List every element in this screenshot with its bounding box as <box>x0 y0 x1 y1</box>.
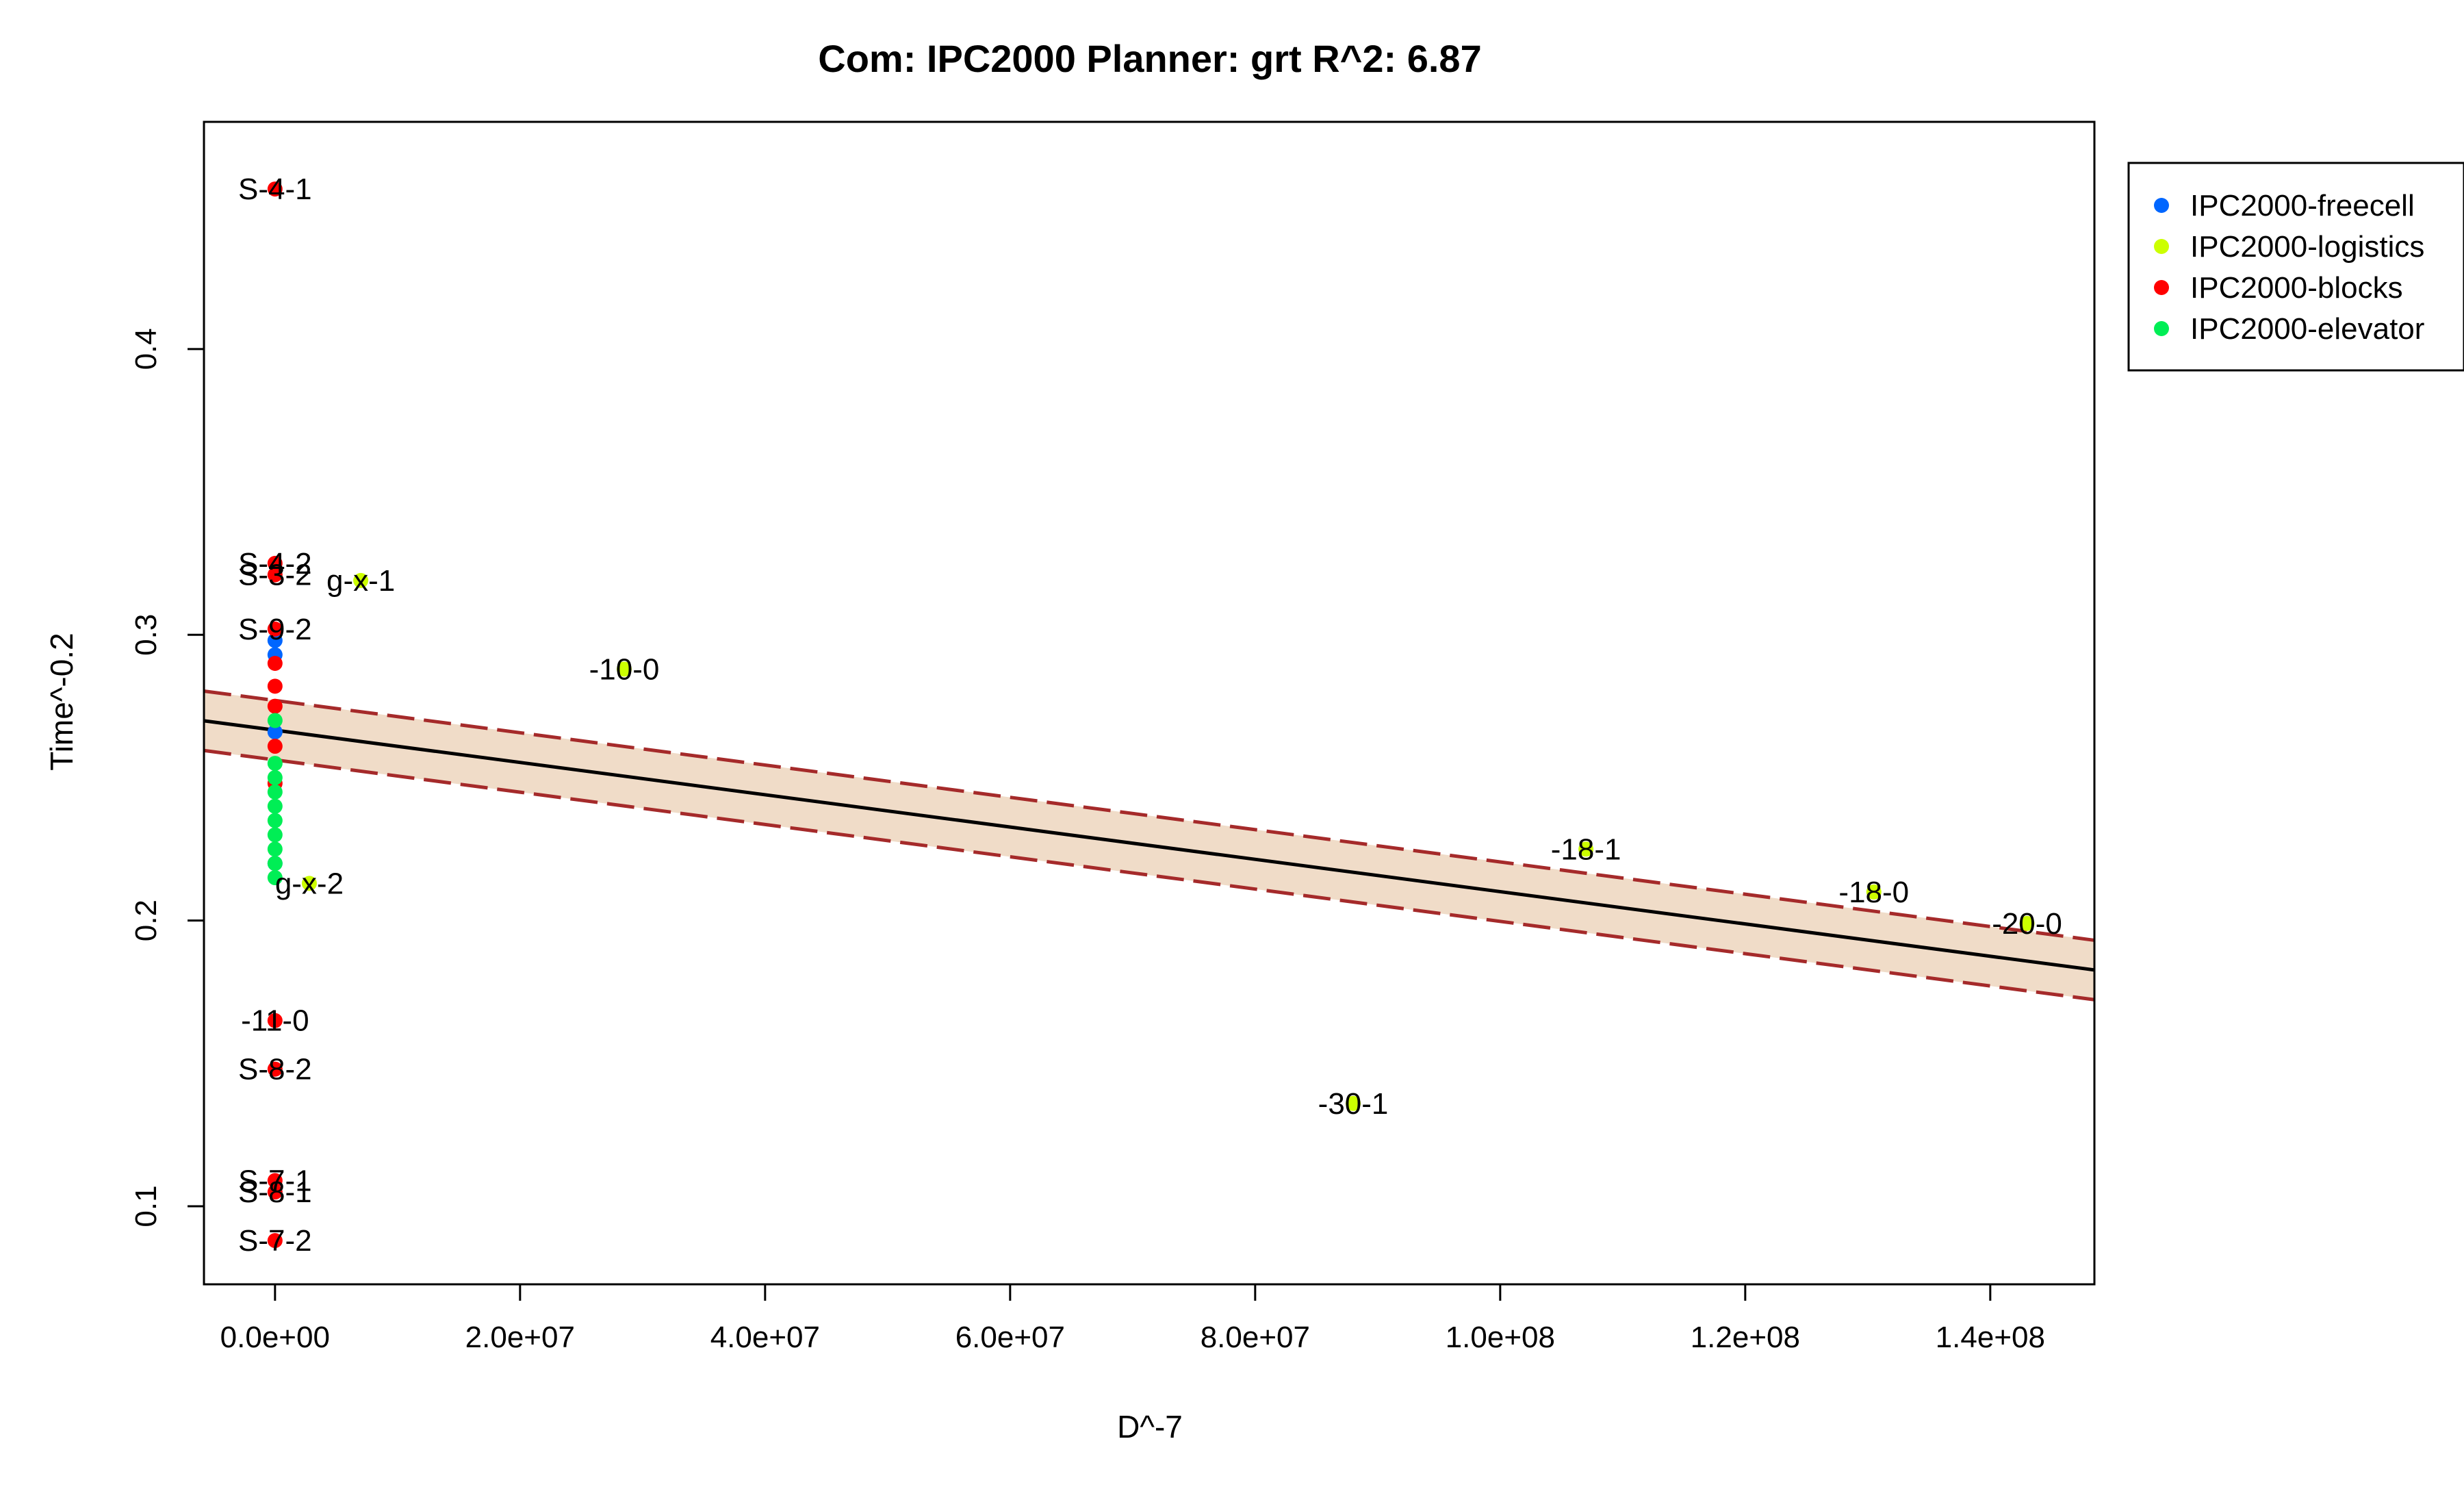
data-point <box>267 713 283 728</box>
data-points-layer <box>267 181 2035 1249</box>
x-tick-label: 6.0e+07 <box>955 1321 1065 1354</box>
legend-label: IPC2000-elevator <box>2190 312 2424 346</box>
data-point <box>267 798 283 814</box>
data-point <box>267 678 283 694</box>
data-point <box>616 661 632 677</box>
fit-line-layer <box>203 689 2095 1002</box>
legend-marker <box>2154 239 2169 254</box>
point-label: -18-0 <box>1838 876 1909 909</box>
point-label: -10-0 <box>589 652 660 686</box>
point-label: S-7-1 <box>238 1164 312 1197</box>
x-tick-label: 1.4e+08 <box>1936 1321 2045 1354</box>
data-point <box>267 1061 283 1077</box>
lower-bound-line <box>203 748 2095 1002</box>
legend-marker <box>2154 198 2169 213</box>
x-tick-label: 2.0e+07 <box>465 1321 575 1354</box>
data-point <box>267 1184 283 1200</box>
y-tick-label: 0.1 <box>129 1185 163 1227</box>
x-tick-label: 1.2e+08 <box>1691 1321 1800 1354</box>
data-point <box>267 739 283 754</box>
data-point <box>267 698 283 714</box>
data-point <box>267 813 283 828</box>
point-label: S-4-2 <box>238 547 312 581</box>
data-point <box>267 633 283 648</box>
point-label: -20-0 <box>1992 907 2062 941</box>
point-label: S-8-1 <box>238 1175 312 1209</box>
x-tick-label: 4.0e+07 <box>710 1321 820 1354</box>
data-point <box>267 181 283 197</box>
data-point <box>267 724 283 740</box>
point-label: S-9-2 <box>238 613 312 646</box>
legend-marker <box>2154 321 2169 336</box>
point-label: -30-1 <box>1318 1087 1389 1121</box>
point-label: -18-1 <box>1551 832 1621 866</box>
point-label: S-3-2 <box>238 559 312 592</box>
data-point <box>267 621 283 637</box>
data-point <box>267 870 283 886</box>
y-tick-label: 0.3 <box>129 614 163 656</box>
data-point <box>267 555 283 571</box>
y-tick-label: 0.4 <box>129 328 163 370</box>
data-point <box>1578 841 1594 857</box>
legend-label: IPC2000-blocks <box>2190 271 2403 305</box>
data-point <box>267 756 283 772</box>
point-labels-layer: g-x-1 g-x-2 -10-0 -18-1 -18-0 -20-0 -30-1 S-4-1… <box>238 173 2062 1258</box>
data-point <box>267 827 283 843</box>
data-point <box>2019 915 2035 931</box>
data-point <box>267 1233 283 1249</box>
y-axis-label: Time^-0.2 <box>44 633 79 770</box>
legend-label: IPC2000-freecell <box>2190 189 2415 222</box>
legend-marker <box>2154 280 2169 295</box>
data-point <box>1866 884 1882 900</box>
chart-title: Com: IPC2000 Planner: grt R^2: 6.87 <box>818 37 1481 80</box>
point-label: g-x-2 <box>275 867 344 900</box>
data-point <box>267 769 283 785</box>
x-axis-label: D^-7 <box>1117 1409 1183 1445</box>
y-tick-label: 0.2 <box>129 900 163 941</box>
data-point <box>267 567 283 583</box>
data-point <box>301 876 317 891</box>
legend-box <box>2127 162 2464 372</box>
data-point <box>267 841 283 857</box>
plot-frame <box>203 120 2096 1286</box>
x-axis: 0.0e+00 2.0e+07 4.0e+07 6.0e+07 8.0e+07 1.0e+… <box>220 1283 2045 1354</box>
point-label: S-8-2 <box>238 1053 312 1086</box>
point-label: S-7-2 <box>238 1224 312 1258</box>
data-point <box>1346 1095 1361 1111</box>
point-label: -11-0 <box>241 1004 309 1038</box>
data-point <box>267 856 283 871</box>
legend-label: IPC2000-logistics <box>2190 230 2424 264</box>
legend: IPC2000-freecell IPC2000-logistics IPC2000… <box>2127 162 2464 372</box>
data-point <box>267 1013 283 1028</box>
point-label: g-x-1 <box>326 564 395 598</box>
data-point <box>267 784 283 800</box>
y-axis: 0.1 0.2 0.3 0.4 <box>129 328 205 1227</box>
point-label: S-4-1 <box>238 173 312 206</box>
data-point <box>353 572 369 588</box>
regression-line <box>203 719 2095 972</box>
data-point <box>267 1173 283 1188</box>
x-tick-label: 0.0e+00 <box>220 1321 330 1354</box>
x-tick-label: 1.0e+08 <box>1446 1321 1555 1354</box>
upper-bound-line <box>203 689 2095 942</box>
x-tick-label: 8.0e+07 <box>1201 1321 1310 1354</box>
data-point <box>267 655 283 671</box>
